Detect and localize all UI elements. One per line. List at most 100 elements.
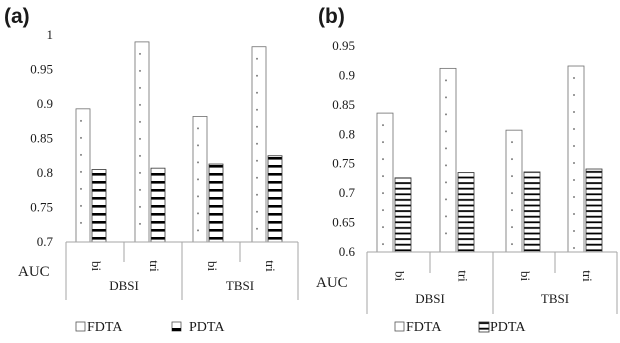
bar-fdta-dot	[256, 57, 258, 60]
bar-fdta-dot	[573, 128, 575, 131]
bar-fdta	[134, 41, 150, 243]
bar-fdta-dot	[445, 232, 447, 235]
bar-fdta-dot	[139, 137, 141, 140]
bar-fdta-dot	[197, 178, 199, 181]
bar-fdta-dot	[511, 175, 513, 178]
category-label: bi	[393, 271, 408, 282]
bar-fdta-dot	[139, 120, 141, 123]
bar-fdta-dot	[573, 94, 575, 97]
bar-fdta-dot	[382, 124, 384, 127]
bar-pdta	[394, 177, 412, 253]
bar-fdta-dot	[139, 205, 141, 208]
group-label: DBSI	[109, 278, 139, 293]
bar-fdta-dot	[80, 153, 82, 156]
bar-fdta-dot	[197, 195, 199, 198]
bar-fdta-dot	[445, 181, 447, 184]
bar-fdta-dot	[573, 77, 575, 80]
bar-fdta-dot	[80, 204, 82, 207]
bar-fdta-dot	[80, 136, 82, 139]
legend-pdta-swatch	[478, 321, 490, 333]
panel-a-bars	[75, 41, 283, 243]
bar-pdta	[208, 163, 224, 243]
bar-fdta-dot	[256, 176, 258, 179]
bar-fdta-dot	[256, 142, 258, 145]
bar-fdta-dot	[511, 243, 513, 246]
y-tick-label: 0.85	[332, 97, 355, 112]
group-label: DBSI	[415, 291, 445, 306]
y-tick-label: 0.8	[339, 126, 355, 141]
bar-fdta-dot	[139, 86, 141, 89]
bar-fdta	[75, 108, 91, 243]
bar-fdta-dot	[256, 193, 258, 196]
panel-a-category-axis: bi tri DBSI bi tri TBSI	[65, 241, 299, 300]
bar-fdta-dot	[445, 79, 447, 82]
y-tick-label: 0.9	[37, 96, 53, 111]
bar-pdta	[585, 168, 603, 253]
bar-fdta-dot	[139, 69, 141, 72]
bar-fdta-dot	[573, 247, 575, 250]
bar-fdta-dot	[511, 226, 513, 229]
y-tick-label: 1	[47, 27, 54, 42]
bar-fdta-dot	[256, 210, 258, 213]
y-tick-label: 0.9	[339, 67, 355, 82]
bar-fdta-dot	[382, 141, 384, 144]
bar-fdta-dot	[197, 212, 199, 215]
bar-fdta-dot	[256, 159, 258, 162]
bar-fdta-dot	[511, 158, 513, 161]
panel-b-bars	[376, 65, 603, 253]
bar-fdta-dot	[139, 52, 141, 55]
panel-b: (b) 0.6 0.65 0.7 0.75 0.8 0.85 0.9 0.95 AUC bi t…	[316, 5, 618, 335]
category-label: tri	[147, 260, 162, 272]
bar-fdta-dot	[382, 175, 384, 178]
bar-fdta-dot	[445, 198, 447, 201]
bar-fdta-dot	[573, 162, 575, 165]
category-label: bi	[205, 261, 220, 272]
panel-a-label: (a)	[4, 5, 30, 28]
category-label: tri	[580, 270, 595, 282]
bar-fdta	[505, 129, 523, 253]
bar-fdta-dot	[256, 74, 258, 77]
bar-fdta	[567, 65, 585, 253]
group-label: TBSI	[226, 278, 254, 293]
legend-pdta-label: PDTA	[189, 320, 225, 335]
group-label: TBSI	[541, 291, 569, 306]
bar-fdta-dot	[382, 209, 384, 212]
bar-fdta-dot	[382, 192, 384, 195]
bar-fdta-dot	[197, 144, 199, 147]
bar-fdta-dot	[573, 196, 575, 199]
bar-fdta-dot	[382, 226, 384, 229]
bar-fdta-dot	[256, 91, 258, 94]
legend-pdta-label: PDTA	[490, 320, 526, 335]
bar-fdta-dot	[80, 221, 82, 224]
bar-fdta-dot	[511, 141, 513, 144]
bar-fdta-dot	[445, 96, 447, 99]
panel-b-category-axis: bi tri DBSI bi tri TBSI	[366, 251, 618, 314]
bar-fdta-dot	[256, 125, 258, 128]
category-label: tri	[263, 260, 278, 272]
bar-fdta-dot	[511, 192, 513, 195]
category-label: tri	[456, 270, 471, 282]
bar-pdta	[457, 172, 475, 253]
bar-fdta-dot	[382, 158, 384, 161]
y-tick-label: 0.95	[332, 38, 355, 53]
bar-fdta-dot	[511, 209, 513, 212]
bar-fdta-dot	[197, 161, 199, 164]
bar-fdta-dot	[445, 215, 447, 218]
bar-fdta-dot	[139, 222, 141, 225]
bar-fdta-dot	[573, 179, 575, 182]
panel-b-y-axis-label: AUC	[316, 275, 348, 291]
panel-a-legend: FDTA PDTA	[75, 320, 225, 335]
category-label: bi	[89, 261, 104, 272]
bar-fdta	[439, 67, 457, 253]
legend-pdta-swatch-fill	[172, 328, 181, 331]
bar-fdta-dot	[445, 113, 447, 116]
panel-b-y-ticks: 0.6 0.65 0.7 0.75 0.8 0.85 0.9 0.95	[332, 38, 355, 259]
y-tick-label: 0.7	[339, 185, 356, 200]
bar-pdta	[150, 167, 166, 243]
bar-fdta-dot	[573, 230, 575, 233]
bar-fdta-dot	[573, 145, 575, 148]
legend-fdta-label: FDTA	[406, 320, 442, 335]
bar-fdta-dot	[445, 130, 447, 133]
bar-fdta-dot	[445, 164, 447, 167]
panel-a: (a) 0.7 0.75 0.8 0.85 0.9 0.95 1 AUC bi tri DBSI…	[4, 5, 299, 335]
